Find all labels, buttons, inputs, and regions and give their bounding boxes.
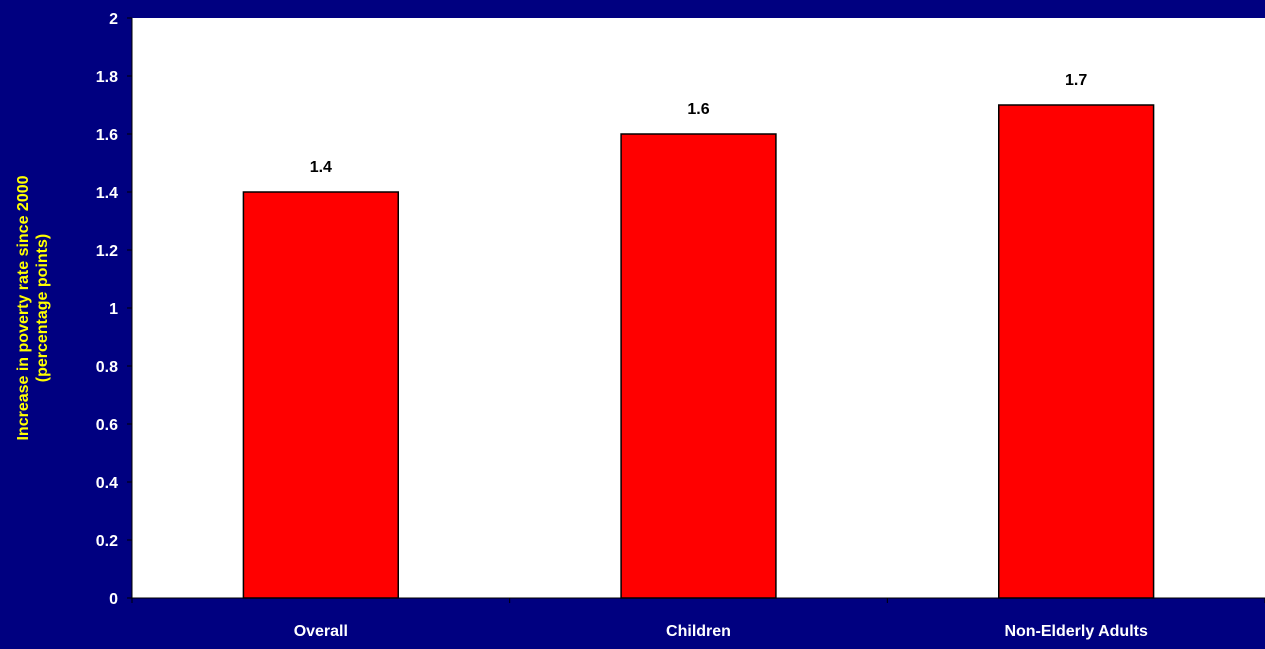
y-tick-label: 1.2 bbox=[96, 243, 118, 260]
bars bbox=[242, 104, 1155, 599]
x-axis-ticks: Overall Children Non-Elderly Adults bbox=[131, 597, 1265, 640]
y-tick-label: 1.8 bbox=[96, 69, 118, 86]
y-tick-label: 2 bbox=[109, 11, 118, 28]
y-tick-label: 1 bbox=[109, 301, 118, 318]
y-axis-title-line-2: (percentage points) bbox=[34, 234, 51, 382]
data-labels: 1.4 1.6 1.7 bbox=[310, 72, 1088, 176]
y-tick-label: 0.2 bbox=[96, 533, 118, 550]
y-tick-label: 0 bbox=[109, 591, 118, 608]
y-tick-label: 0.8 bbox=[96, 359, 118, 376]
data-label: 1.7 bbox=[1065, 72, 1087, 89]
bar-children bbox=[620, 133, 777, 599]
x-tick-label: Non-Elderly Adults bbox=[1004, 623, 1148, 640]
y-tick-label: 0.6 bbox=[96, 417, 118, 434]
y-tick-label: 1.4 bbox=[96, 185, 118, 202]
data-label: 1.6 bbox=[687, 101, 709, 118]
y-tick-label: 1.6 bbox=[96, 127, 118, 144]
y-axis-title-line-1: Increase in poverty rate since 2000 bbox=[15, 175, 32, 440]
x-tick-label: Overall bbox=[294, 623, 348, 640]
y-axis-ticks: 0 0.2 0.4 0.6 0.8 1 1.2 1.4 1.6 1.8 2 bbox=[96, 11, 133, 608]
bar-non-elderly-adults bbox=[997, 104, 1155, 599]
y-tick-label: 0.4 bbox=[96, 475, 118, 492]
bar-overall bbox=[242, 191, 400, 599]
y-axis-title: Increase in poverty rate since 2000 (per… bbox=[15, 175, 51, 440]
data-label: 1.4 bbox=[310, 159, 332, 176]
x-tick-label: Children bbox=[666, 623, 731, 640]
